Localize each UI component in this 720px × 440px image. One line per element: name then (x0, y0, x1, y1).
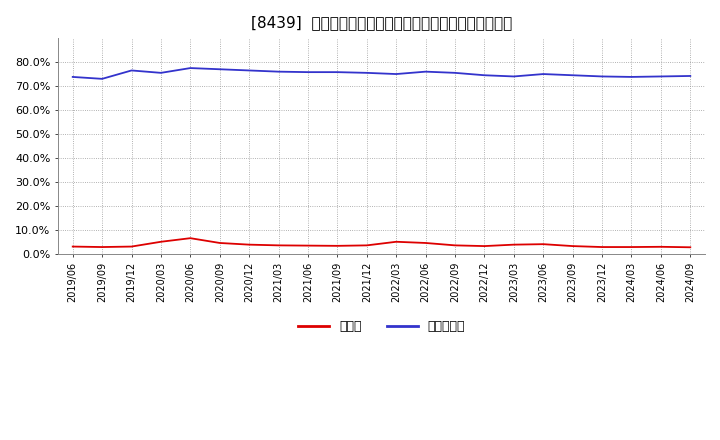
Legend: 現預金, 有利子負債: 現預金, 有利子負債 (293, 315, 470, 338)
Title: [8439]  現預金、有利子負債の総資産に対する比率の推移: [8439] 現預金、有利子負債の総資産に対する比率の推移 (251, 15, 512, 30)
